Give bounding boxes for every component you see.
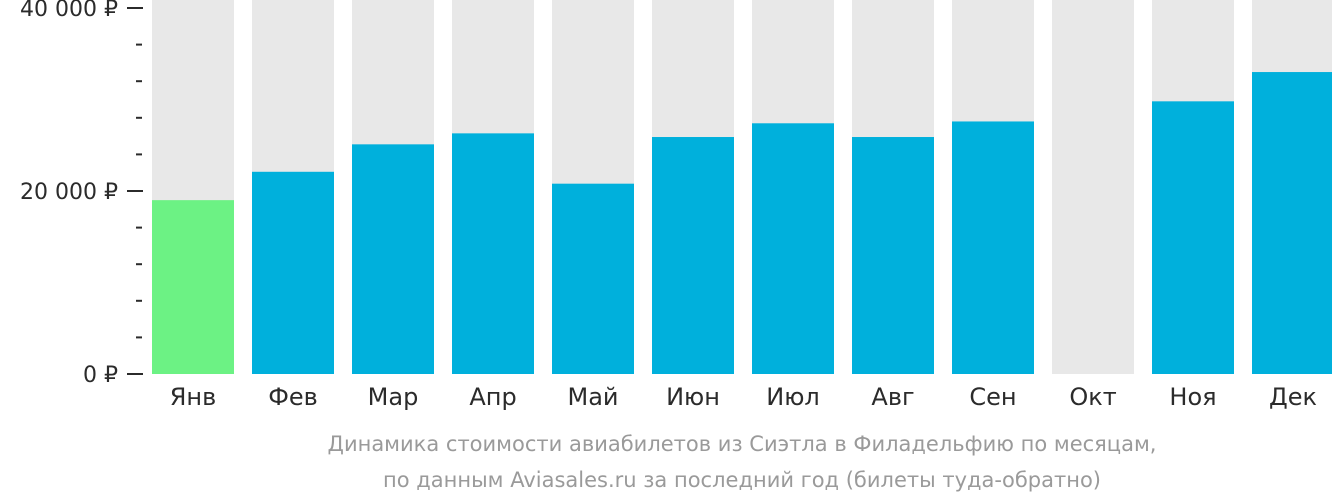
bar-Июл[interactable] [752,123,834,374]
bar-Фев[interactable] [252,171,334,374]
chart-caption-line-1: Динамика стоимости авиабилетов из Сиэтла… [327,432,1157,456]
x-tick-label: Июл [766,383,820,411]
bar-Ноя[interactable] [1152,101,1234,374]
bar-group [152,72,1332,375]
y-tick-label: 0 ₽ [83,363,118,388]
bar-Май[interactable] [552,183,634,374]
y-tick-label: 20 000 ₽ [20,180,118,205]
bar-Мар[interactable] [352,144,434,374]
x-tick-label: Май [567,383,618,411]
bar-Авг[interactable] [852,137,934,374]
x-tick-label: Фев [268,383,318,411]
x-tick-label: Апр [469,383,516,411]
bar-Апр[interactable] [452,133,534,374]
x-tick-label: Июн [666,383,720,411]
x-tick-label: Авг [871,383,914,411]
x-axis: Янв Фев Мар Апр Май Июн Июл Авг Сен Окт Ноя Дек [170,383,1317,411]
bar-Сен[interactable] [952,121,1034,375]
price-bar-chart: 0 ₽ 20 000 ₽ 40 000 ₽ Янв Фев Мар Апр Май Июн Ию… [20,0,1332,411]
x-tick-label: Окт [1069,383,1116,411]
x-tick-label: Ноя [1169,383,1216,411]
x-tick-label: Мар [368,383,419,411]
bar-Янв[interactable] [152,200,234,374]
x-tick-label: Дек [1269,383,1317,411]
chart-caption-line-2: по данным Aviasales.ru за последний год … [383,468,1101,492]
x-tick-label: Сен [969,383,1016,411]
y-tick-label: 40 000 ₽ [20,0,118,22]
y-axis: 0 ₽ 20 000 ₽ 40 000 ₽ [20,0,143,388]
bar-background [1052,0,1134,374]
bar-Дек[interactable] [1252,72,1332,375]
x-tick-label: Янв [170,383,217,411]
bar-Июн[interactable] [652,137,734,374]
